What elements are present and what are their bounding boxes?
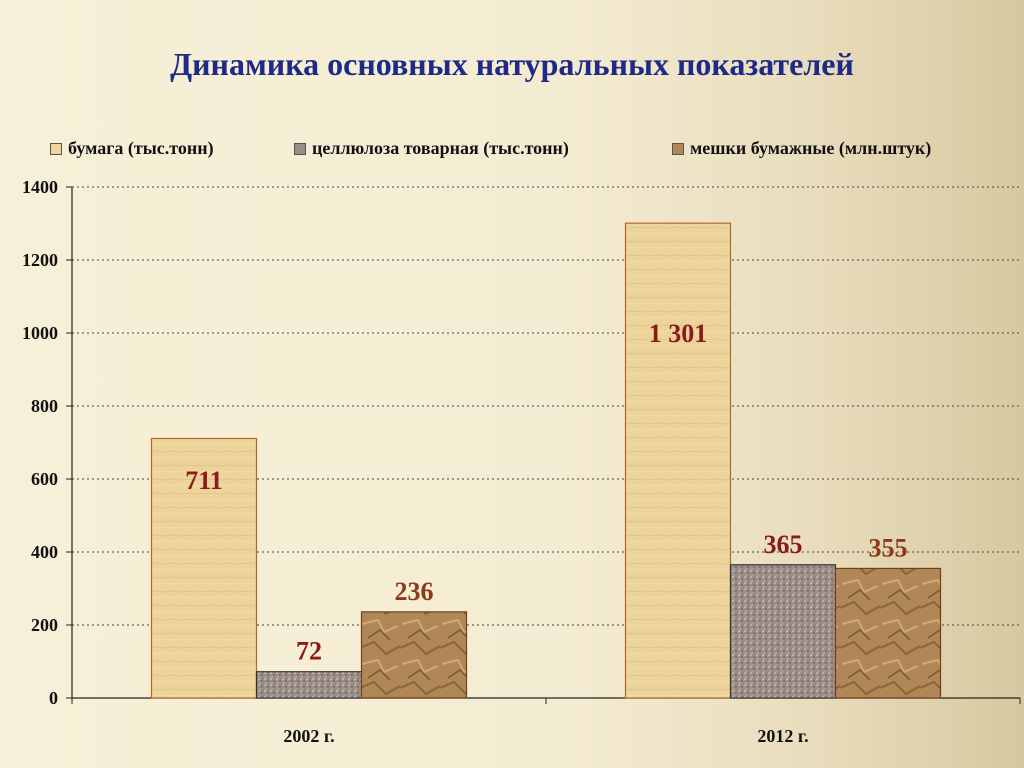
y-tick-label: 1400	[22, 177, 58, 197]
data-label: 236	[395, 577, 434, 606]
data-label: 711	[185, 466, 223, 495]
bar-bags-0	[360, 611, 468, 699]
data-label: 365	[764, 530, 803, 559]
bar-paper-0	[150, 437, 258, 699]
y-tick-label: 200	[31, 615, 58, 635]
legend-swatch-bags	[672, 142, 684, 155]
legend: бумага (тыс.тонн) целлюлоза товарная (ты…	[44, 138, 1004, 160]
y-tick-label: 600	[31, 469, 58, 489]
bar-bags-1	[834, 567, 942, 699]
y-tick-label: 800	[31, 396, 58, 416]
bar-pulp-1	[729, 564, 837, 699]
data-label: 1 301	[649, 319, 708, 348]
y-tick-label: 1200	[22, 250, 58, 270]
legend-label-pulp: целлюлоза товарная (тыс.тонн)	[312, 138, 569, 158]
legend-label-paper: бумага (тыс.тонн)	[68, 138, 214, 158]
y-tick-label: 0	[49, 688, 58, 708]
legend-item-pulp: целлюлоза товарная (тыс.тонн)	[294, 138, 569, 159]
data-label: 355	[869, 533, 908, 562]
chart-title: Динамика основных натуральных показателе…	[170, 46, 854, 82]
y-tick-label: 400	[31, 542, 58, 562]
x-category-label: 2012 г.	[757, 726, 808, 746]
legend-swatch-paper	[50, 142, 62, 155]
legend-swatch-pulp	[294, 142, 306, 155]
bar-paper-1	[624, 222, 732, 699]
legend-item-paper: бумага (тыс.тонн)	[50, 138, 214, 159]
x-category-label: 2002 г.	[283, 726, 334, 746]
legend-item-bags: мешки бумажные (млн.штук)	[672, 138, 931, 159]
legend-label-bags: мешки бумажные (млн.штук)	[690, 138, 932, 158]
data-label: 72	[296, 637, 322, 666]
bar-pulp-0	[255, 671, 363, 699]
y-tick-label: 1000	[22, 323, 58, 343]
